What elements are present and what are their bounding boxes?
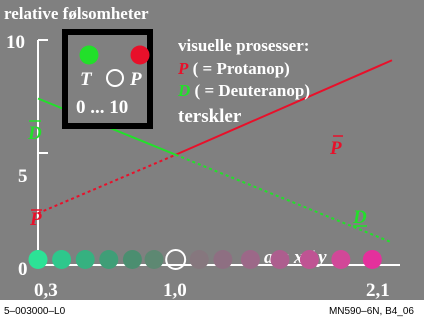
chart-title: relative følsomheter <box>4 4 149 23</box>
legend-deuteranop: D ( = Deuteranop) <box>177 81 310 100</box>
legend-green-circle <box>79 45 99 65</box>
legend-protanop: P ( = Protanop) <box>177 59 290 78</box>
legend-threshold: terskler <box>178 106 242 127</box>
y-tick-label-0: 0 <box>18 259 28 280</box>
x-tick-label-1-0: 1,0 <box>163 280 187 301</box>
legend-protanop-letter: P <box>177 59 189 78</box>
footer-right: MN590–6N, B4_06 <box>328 306 414 317</box>
legend-deuteranop-text: ( = Deuteranop) <box>190 81 310 100</box>
color-sample-circle <box>144 250 164 269</box>
color-sample-circle <box>99 250 119 269</box>
protanop-line-solid <box>175 59 393 156</box>
color-sample-circle <box>240 250 260 269</box>
color-sample-circle <box>75 250 95 269</box>
x-tick-label-0-3: 0,3 <box>34 280 58 301</box>
x-tick-label-2-1: 2,1 <box>366 280 390 301</box>
color-sample-circle <box>52 250 72 269</box>
protanop-label-left: P <box>29 209 42 230</box>
y-tick-label-5: 5 <box>18 166 28 187</box>
color-sample-circle <box>28 250 48 269</box>
legend-deuteranop-letter: D <box>177 81 190 100</box>
y-tick-label-10: 10 <box>6 32 25 53</box>
deuteranop-label-right: D <box>352 207 367 228</box>
legend-T: T <box>80 69 93 90</box>
legend-protanop-text: ( = Protanop) <box>188 59 289 78</box>
footer-left: 5–003000–L0 <box>4 306 66 317</box>
protanop-label-right: P <box>329 138 342 159</box>
legend-open-circle <box>106 69 124 87</box>
legend-heading: visuelle prosesser: <box>178 36 309 55</box>
color-sample-circle <box>122 250 142 269</box>
color-sample-circle <box>299 250 319 269</box>
color-sample-circle <box>331 250 351 269</box>
color-sample-row <box>28 249 382 270</box>
legend-P: P <box>129 69 142 90</box>
color-sample-circle <box>189 250 209 269</box>
color-sample-circle <box>165 249 187 270</box>
legend-red-circle <box>130 45 150 65</box>
legend-range: 0 ... 10 <box>76 97 128 118</box>
color-sample-circle <box>270 250 290 269</box>
color-sample-circle <box>213 250 233 269</box>
deuteranop-line-dashed <box>175 153 393 244</box>
legend-box: T P 0 ... 10 <box>62 29 153 129</box>
color-sample-circle <box>362 250 382 269</box>
protanop-line-dashed <box>37 153 177 215</box>
deuteranop-label-left: D <box>27 123 42 144</box>
